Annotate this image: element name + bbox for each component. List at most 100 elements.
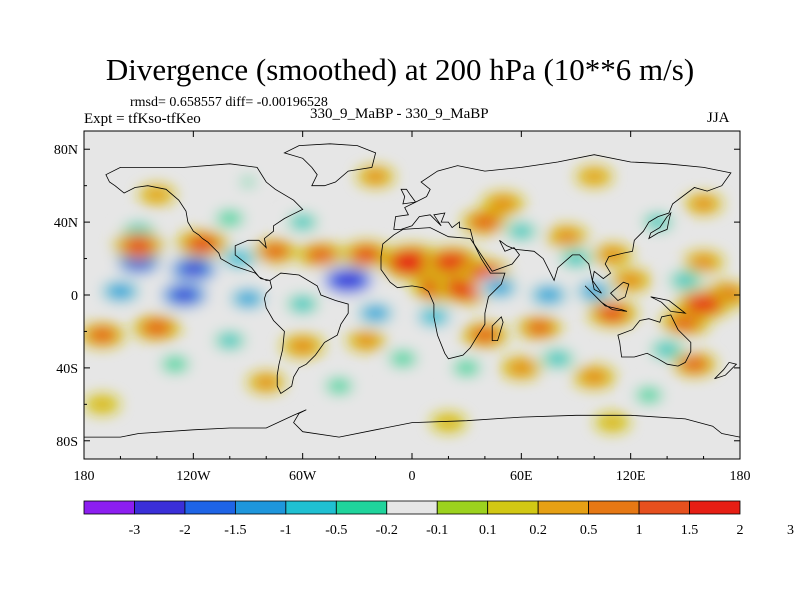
divergence-anomaly (229, 253, 249, 264)
axes: 180 120W 60W 0 60E 120E 180 80N 40N 0 40S 80S (54, 131, 751, 484)
coastline-uk (400, 188, 417, 205)
comparison-label: 330_9_MaBP - 330_9_MaBP (310, 106, 489, 122)
colorbar: -3 -2 -1.5 -1 -0.5 -0.2 -0.1 0.1 0.2 0.5 1 1.5 2 3 (83, 500, 794, 538)
divergence-anomaly (334, 273, 362, 288)
divergence-anomaly (394, 354, 411, 364)
divergence-anomaly (367, 172, 384, 181)
season-label: JJA (707, 110, 730, 126)
colorbar-swatch (83, 500, 135, 515)
divergence-anomaly (221, 335, 239, 346)
divergence-anomaly (685, 359, 704, 370)
divergence-anomaly (691, 297, 716, 311)
divergence-anomaly (94, 400, 110, 409)
divergence-anomaly (440, 418, 456, 427)
x-tick-label: 60E (510, 469, 533, 484)
divergence-anomaly (109, 285, 131, 298)
colorbar-swatch (386, 500, 438, 515)
y-tick-label: 40N (54, 216, 78, 231)
colorbar-swatch (234, 500, 287, 515)
divergence-anomaly (358, 336, 375, 346)
divergence-anomaly (311, 249, 331, 261)
y-tick-label: 40S (56, 362, 78, 377)
y-tick-label: 80N (54, 143, 78, 158)
divergence-anomaly (621, 275, 640, 286)
experiment-label: Expt = tfKso-tfKeo (84, 111, 201, 127)
divergence-anomaly (221, 214, 238, 223)
colorbar-label: -0.2 (376, 523, 398, 538)
colorbar-label: -1 (280, 523, 292, 538)
colorbar-swatch (588, 500, 640, 515)
x-tick-label: 180 (730, 469, 751, 484)
coastline-indonesia (584, 285, 628, 312)
x-tick-label: 120E (616, 469, 646, 484)
colorbar-label: -1.5 (224, 523, 246, 538)
chart-title: Divergence (smoothed) at 200 hPa (10**6 … (105, 52, 695, 87)
divergence-anomaly (458, 363, 475, 373)
coastline-australia (617, 314, 692, 367)
coastline-madagascar (491, 316, 504, 342)
divergence-anomaly (538, 289, 559, 301)
divergence-anomaly (397, 254, 427, 270)
coastline-north-america (105, 163, 304, 281)
divergence-anomaly (512, 226, 530, 236)
divergence-anomaly (695, 257, 713, 267)
x-tick-label: 0 (409, 469, 416, 484)
divergence-anomaly (294, 217, 311, 227)
divergence-anomaly (475, 216, 495, 228)
colorbar-label: 0.1 (479, 523, 497, 538)
colorbar-label: -0.1 (426, 523, 448, 538)
coastline-eurasia (393, 154, 732, 294)
coastline-south-america (263, 272, 349, 394)
divergence-anomaly (695, 199, 712, 209)
divergence-anomaly (171, 288, 198, 302)
divergence-anomaly (512, 363, 531, 373)
divergence-anomaly (586, 172, 602, 181)
divergence-anomaly (191, 238, 214, 250)
divergence-anomaly (127, 240, 150, 252)
colorbar-swatch (285, 500, 337, 515)
divergence-anomaly (238, 293, 258, 304)
divergence-anomaly (92, 329, 112, 341)
divergence-anomaly (258, 378, 275, 387)
divergence-anomaly (584, 286, 604, 297)
colorbar-label: 3 (787, 523, 794, 538)
divergence-anomaly (558, 231, 576, 242)
colorbar-swatch (689, 500, 741, 515)
divergence-anomaly (604, 418, 620, 427)
coastline-antarctica (84, 409, 740, 459)
divergence-field (84, 166, 740, 433)
coastline-japan (648, 211, 672, 240)
divergence-anomaly (474, 267, 496, 279)
colorbar-label: 2 (737, 523, 744, 538)
divergence-anomaly (675, 316, 696, 328)
divergence-anomaly (167, 359, 184, 369)
colorbar-label: 1 (636, 523, 643, 538)
colorbar-label: 1.5 (681, 523, 699, 538)
divergence-anomaly (676, 275, 695, 286)
x-tick-label: 120W (176, 469, 211, 484)
colorbar-swatch (436, 500, 489, 515)
divergence-anomaly (658, 344, 677, 355)
divergence-anomaly (603, 250, 621, 260)
colorbar-label: 0.2 (529, 523, 547, 538)
divergence-anomaly (240, 177, 256, 187)
divergence-anomaly (548, 353, 567, 364)
coastline-new-guinea (650, 296, 687, 314)
colorbar-swatch (134, 500, 186, 515)
x-tick-label: 180 (74, 469, 95, 484)
divergence-anomaly (293, 341, 312, 351)
divergence-anomaly (365, 307, 386, 319)
colorbar-label: 0.5 (580, 523, 598, 538)
x-tick-label: 60W (289, 469, 317, 484)
colorbar-swatch (184, 500, 236, 515)
divergence-anomaly (331, 381, 347, 391)
divergence-anomaly (149, 190, 165, 200)
coastline-africa (380, 227, 506, 360)
divergence-anomaly (355, 249, 377, 261)
colorbar-swatch (537, 500, 590, 515)
divergence-anomaly (530, 322, 549, 333)
divergence-anomaly (439, 255, 465, 269)
colorbar-label: -2 (179, 523, 191, 538)
divergence-anomaly (293, 299, 312, 309)
